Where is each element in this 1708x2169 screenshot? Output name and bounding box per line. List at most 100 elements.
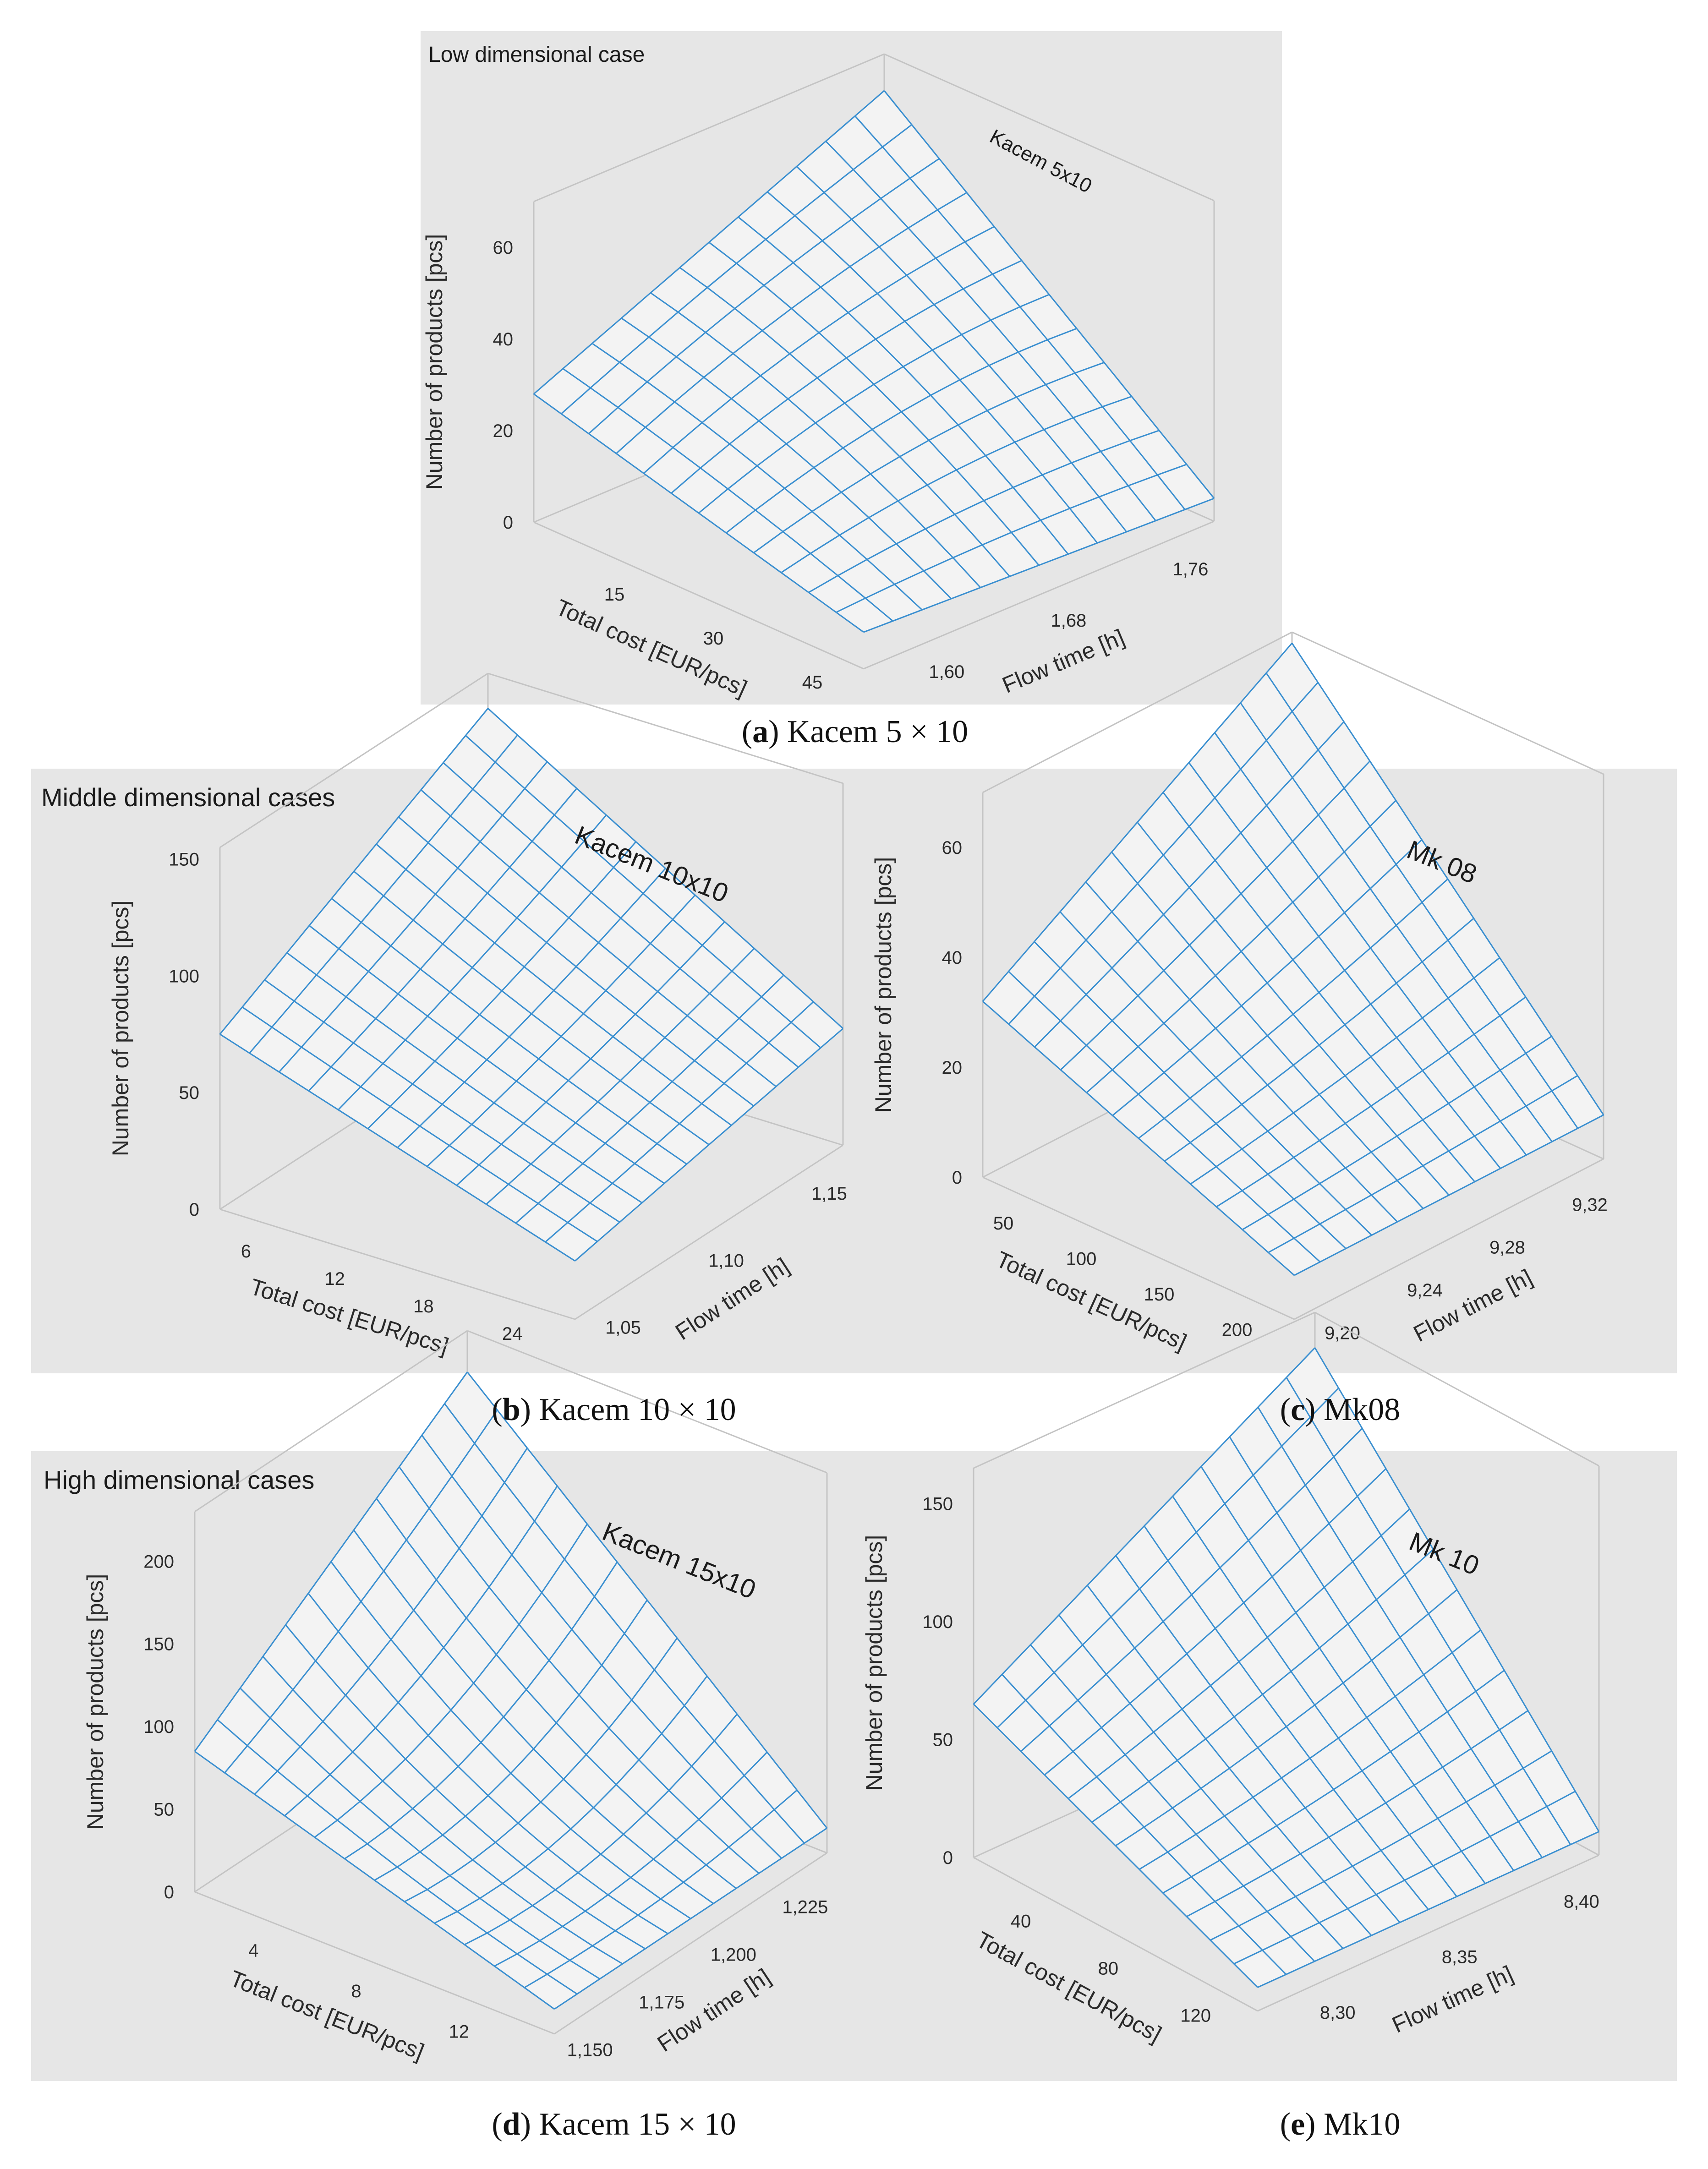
mesh-line-v-c-0 [1294,1114,1604,1276]
z-tick-d-0: 0 [164,1882,174,1902]
mesh-line-v-e-0 [1257,1831,1599,1988]
x-tick-d-4: 4 [248,1940,258,1961]
caption-e: (e) Mk10 [1280,2107,1400,2142]
mesh-line-v-d-12 [194,1371,468,1752]
y-tick-b-1-15: 1,15 [811,1184,847,1204]
mesh-line-v-d-7 [344,1562,618,1859]
mesh-line-v-b-1 [545,1001,814,1243]
mesh-line-v-c-9 [1060,760,1371,1071]
mesh-line-v-d-11 [224,1410,498,1774]
mesh-line-v-d-8 [314,1524,588,1838]
x-tick-c-100: 100 [1066,1249,1097,1269]
z-axis-label-c: Number of products [pcs] [870,857,896,1113]
mesh-line-v-a-11 [561,124,912,415]
chart-mk08: 0 20 40 60 Number of products [pcs] 50 100 150 2… [870,631,1608,1355]
z-axis-label-b: Number of products [pcs] [108,901,133,1157]
caption-e-text: Mk10 [1315,2107,1400,2142]
z-tick-d-100: 100 [143,1717,174,1737]
group-label-low: Low dimensional case [428,43,645,67]
mesh-line-v-b-11 [249,734,518,1054]
mesh-line-v-a-4 [753,361,1105,553]
z-tick-b-100: 100 [169,966,199,986]
z-tick-c-20: 20 [942,1058,963,1078]
mesh-line-v-a-1 [836,464,1187,613]
x-tick-e-40: 40 [1011,1911,1031,1931]
mesh-line-v-a-12 [533,90,885,395]
caption-c: (c) Mk08 [1280,1392,1400,1427]
z-tick-a-60: 60 [493,238,514,258]
box-edge-b-5 [219,672,488,848]
y-tick-e-8-40: 8,40 [1564,1891,1599,1912]
z-tick-e-50: 50 [933,1730,953,1750]
surface-fill-b [220,708,843,1261]
mesh-line-v-c-2 [1242,1036,1552,1230]
mesh-line-v-b-6 [397,868,666,1148]
x-tick-a-15: 15 [604,585,625,605]
x-tick-c-150: 150 [1144,1284,1175,1305]
box-edge-c-8 [1294,1158,1604,1320]
x-tick-e-120: 120 [1180,2005,1211,2026]
mesh-line-v-a-6 [698,294,1050,514]
y-tick-b-1-10: 1,10 [708,1251,744,1271]
mesh-line-v-d-2 [494,1751,768,1967]
mesh-line-v-b-8 [338,814,607,1110]
mesh-line-v-c-12 [982,643,1293,1002]
x-tick-b-24: 24 [502,1324,523,1344]
z-tick-b-50: 50 [179,1083,200,1103]
mesh-line-v-b-0 [575,1028,843,1262]
z-tick-c-60: 60 [942,838,963,858]
mesh-line-v-d-9 [284,1486,558,1817]
mesh-line-v-b-5 [427,894,696,1167]
mesh-line-v-a-10 [588,158,940,434]
x-tick-d-12: 12 [449,2022,470,2042]
box-edge-d-7 [194,1891,555,2035]
box-edge-e-7 [973,1857,1258,2012]
mesh-line-v-a-9 [615,192,967,454]
mesh-line-v-a-7 [671,260,1022,494]
mesh-line-v-a-5 [726,328,1077,534]
y-tick-c-9-24: 9,24 [1407,1280,1443,1300]
x-tick-e-80: 80 [1098,1958,1119,1978]
caption-a-text: Kacem 5 × 10 [779,714,968,749]
z-tick-d-200: 200 [143,1552,174,1572]
mesh-line-v-a-8 [643,226,995,474]
z-tick-c-0: 0 [952,1168,962,1188]
y-tick-c-9-28: 9,28 [1489,1238,1525,1258]
surface-fill-a [534,91,1214,632]
mesh-line-v-b-3 [486,948,755,1205]
x-tick-a-45: 45 [802,672,823,693]
box-edge-b-7 [219,1208,575,1320]
mesh-line-v-e-4 [1162,1670,1505,1894]
z-tick-e-100: 100 [922,1612,953,1632]
mesh-line-v-e-2 [1210,1750,1552,1941]
y-tick-a-1-60: 1,60 [929,662,964,682]
mesh-line-v-d-6 [374,1600,648,1881]
box-edge-c-7 [982,1176,1295,1320]
x-tick-b-12: 12 [324,1269,345,1289]
mesh-line-v-c-10 [1034,721,1345,1048]
caption-b: (b) Kacem 10 × 10 [492,1392,736,1427]
box-edge-c-6 [1292,631,1604,775]
x-tick-c-200: 200 [1222,1320,1253,1340]
box-edge-d-8 [554,1852,827,2035]
group-label-high: High dimensional cases [44,1465,314,1494]
z-tick-d-50: 50 [154,1800,175,1820]
mesh-line-v-d-3 [464,1714,738,1945]
z-tick-e-150: 150 [922,1494,953,1514]
box-edge-a-8 [863,520,1215,670]
x-tick-d-8: 8 [351,1981,361,2001]
box-edge-a-7 [533,521,864,670]
box-edge-c-5 [982,631,1292,793]
mesh-line-v-b-2 [515,974,784,1224]
y-tick-e-8-30: 8,30 [1320,2003,1356,2023]
mesh-line-v-c-1 [1268,1075,1578,1253]
y-tick-a-1-76: 1,76 [1173,559,1209,579]
y-tick-e-8-35: 8,35 [1442,1947,1478,1967]
box-edge-a-5 [533,53,885,202]
x-tick-b-18: 18 [413,1296,434,1317]
mesh-line-v-e-8 [1068,1508,1410,1799]
z-tick-a-40: 40 [493,329,514,350]
caption-c-letter: c [1291,1392,1305,1427]
y-tick-d-1-200: 1,200 [711,1945,756,1965]
